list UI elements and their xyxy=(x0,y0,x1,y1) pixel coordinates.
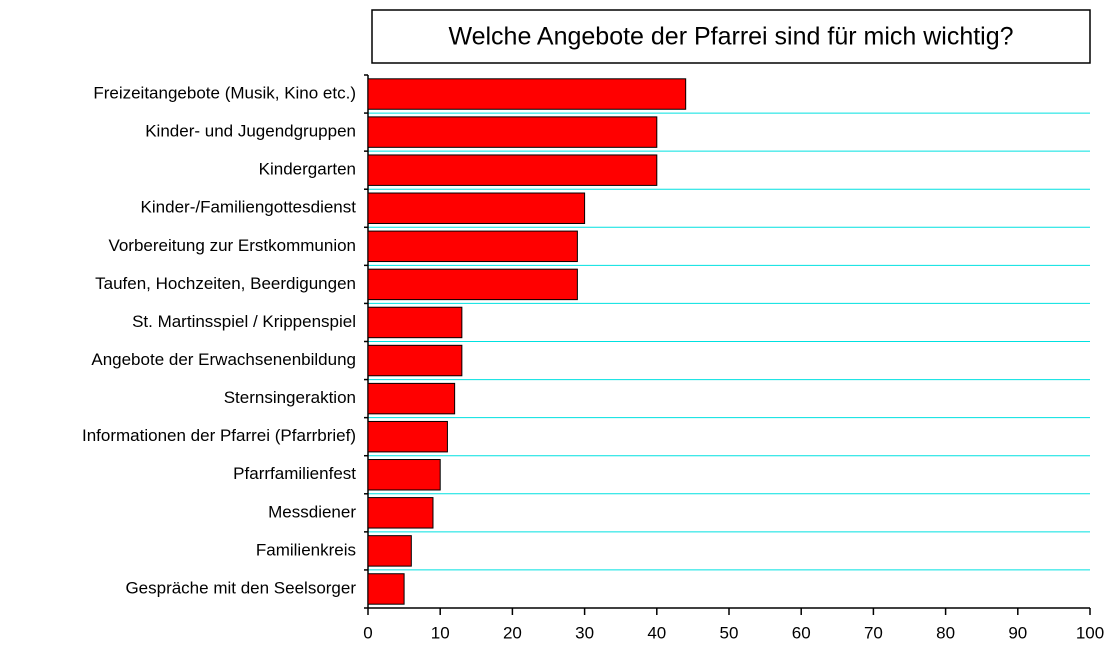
y-tick-label: Kindergarten xyxy=(259,160,356,179)
bar xyxy=(367,230,578,263)
chart-title: Welche Angebote der Pfarrei sind für mic… xyxy=(448,23,1013,51)
x-tick-label: 60 xyxy=(792,623,811,642)
bar xyxy=(367,192,586,224)
x-tick-label: 0 xyxy=(363,623,372,642)
x-tick-label: 80 xyxy=(936,623,955,642)
x-tick-label: 70 xyxy=(864,623,883,642)
x-tick-label: 40 xyxy=(647,623,666,642)
bar xyxy=(367,382,456,415)
bar xyxy=(367,497,434,529)
y-tick-label: Kinder- und Jugendgruppen xyxy=(145,122,356,141)
bar xyxy=(367,268,578,301)
bar xyxy=(367,154,658,186)
x-tick-label: 90 xyxy=(1008,623,1027,642)
x-tick-label: 10 xyxy=(431,623,450,642)
y-tick-label: Familienkreis xyxy=(256,540,356,559)
y-tick-label: Gespräche mit den Seelsorger xyxy=(125,578,356,597)
y-tick-label: Vorbereitung zur Erstkommunion xyxy=(108,236,356,255)
y-tick-label: St. Martinsspiel / Krippenspiel xyxy=(132,312,356,331)
y-tick-label: Freizeitangebote (Musik, Kino etc.) xyxy=(93,84,356,103)
bar xyxy=(367,459,441,491)
y-tick-label: Sternsingeraktion xyxy=(224,388,356,407)
y-tick-label: Pfarrfamilienfest xyxy=(233,464,356,483)
bar xyxy=(367,306,463,339)
x-tick-label: 20 xyxy=(503,623,522,642)
y-tick-label: Messdiener xyxy=(268,502,356,521)
bar xyxy=(367,78,687,110)
y-tick-label: Informationen der Pfarrei (Pfarrbrief) xyxy=(82,426,356,445)
bar xyxy=(367,535,412,567)
x-tick-label: 50 xyxy=(720,623,739,642)
y-tick-label: Taufen, Hochzeiten, Beerdigungen xyxy=(95,274,356,293)
bar xyxy=(367,573,405,605)
y-tick-label: Angebote der Erwachsenenbildung xyxy=(91,350,356,369)
bar xyxy=(367,420,448,453)
y-tick-label: Kinder-/Familiengottesdienst xyxy=(141,198,357,217)
x-tick-label: 30 xyxy=(575,623,594,642)
title-box xyxy=(371,9,1091,64)
x-tick-label: 100 xyxy=(1076,623,1104,642)
bar xyxy=(367,116,658,148)
bar xyxy=(367,344,463,377)
